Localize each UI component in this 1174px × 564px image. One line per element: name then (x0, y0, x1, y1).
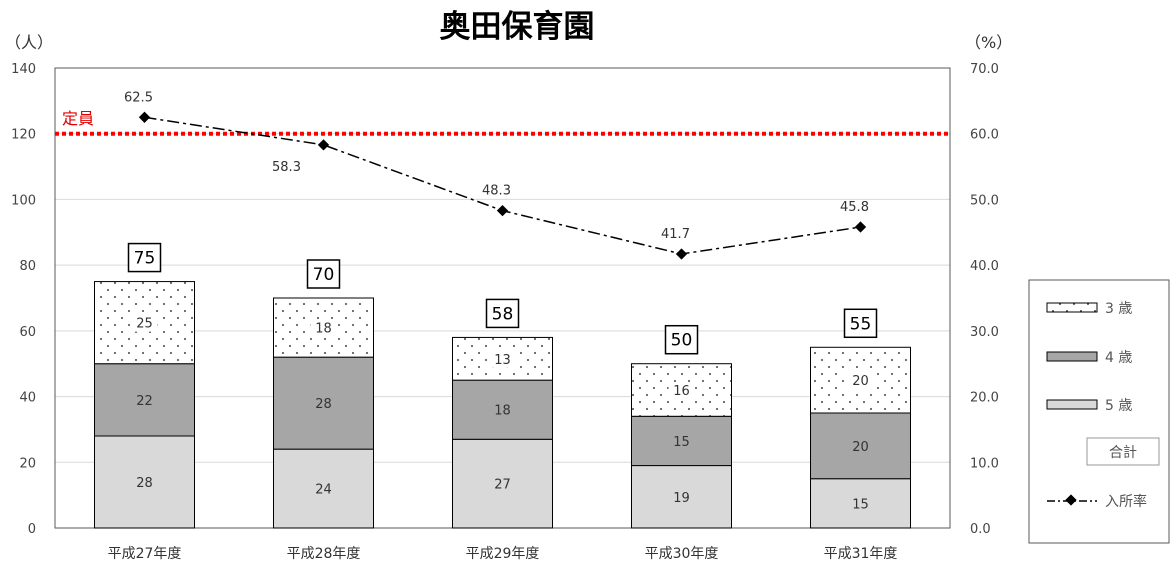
bar-segment (273, 356, 374, 450)
segment-value-label: 16 (673, 384, 690, 399)
segment-value-label: 22 (136, 394, 153, 409)
total-value-label: 50 (671, 331, 693, 351)
total-label-box (485, 298, 520, 329)
segment-value-label: 28 (136, 476, 153, 491)
y2-tick-label: 70.0 (970, 62, 999, 77)
total-value-label: 70 (313, 265, 335, 285)
rate-marker (675, 248, 688, 260)
y2-tick-label: 60.0 (970, 128, 999, 143)
bar-segment (273, 448, 374, 529)
rate-value-label: 41.7 (661, 227, 690, 242)
total-value-label: 75 (134, 249, 156, 269)
legend-label-5: 5 歳 (1105, 398, 1132, 414)
segment-value-label: 20 (852, 374, 869, 389)
legend-rate-marker (1065, 494, 1077, 506)
segment-label-background (131, 314, 158, 332)
legend-swatch-3 (1046, 302, 1098, 313)
category-label: 平成31年度 (824, 546, 898, 562)
legend: 3 歳 4 歳 5 歳 合計 入所率 (1028, 279, 1170, 544)
total-label-box (843, 308, 878, 339)
y-tick-label: 40 (19, 391, 36, 406)
category-label: 平成28年度 (287, 546, 361, 562)
bar-segment (631, 415, 732, 467)
y-tick-label: 140 (11, 62, 36, 77)
rate-marker (496, 204, 509, 217)
total-label-box (306, 259, 341, 289)
legend-label-total: 合計 (1109, 445, 1137, 461)
y-tick-label: 60 (19, 325, 36, 340)
segment-value-label: 13 (494, 353, 511, 368)
rate-value-label: 62.5 (124, 90, 153, 105)
segment-value-label: 24 (315, 483, 332, 498)
y2-tick-label: 0.0 (970, 522, 991, 537)
legend-swatch-5 (1046, 399, 1098, 410)
y-tick-label: 100 (11, 193, 36, 208)
segment-value-label: 25 (136, 317, 153, 332)
chart-title: 奥田保育園 (440, 9, 595, 45)
rate-marker (138, 111, 151, 123)
left-axis-unit: （人） (5, 33, 53, 52)
segment-value-label: 20 (852, 440, 869, 455)
bar-segment (631, 465, 732, 529)
legend-label-3: 3 歳 (1105, 301, 1132, 317)
total-label-box (664, 324, 699, 355)
rate-marker (317, 139, 330, 151)
segment-value-label: 28 (315, 397, 332, 412)
segment-value-label: 27 (494, 478, 511, 493)
y-tick-label: 20 (19, 456, 36, 471)
category-labels: 平成27年度 平成28年度 平成29年度 平成30年度 平成31年度 (108, 546, 898, 562)
total-value-label: 55 (850, 314, 872, 334)
bar-segment (452, 379, 553, 440)
legend-swatch-total (1086, 437, 1160, 466)
segment-label-background (668, 382, 695, 399)
segment-labels: 28 22 25 24 28 18 27 18 13 19 15 16 15 20 20 (131, 314, 874, 512)
rate-line: 62.5 58.3 48.3 41.7 45.8 (124, 90, 869, 260)
left-axis-ticks: 0 20 40 60 80 100 120 140 (11, 62, 36, 537)
legend-box (1028, 279, 1170, 544)
y2-tick-label: 10.0 (970, 456, 999, 471)
y-tick-label: 0 (28, 522, 36, 537)
y-tick-label: 80 (19, 259, 36, 274)
segment-value-label: 15 (673, 435, 690, 450)
segment-value-label: 15 (852, 497, 869, 512)
rate-value-label: 48.3 (482, 184, 511, 199)
bar-segment (810, 478, 911, 529)
rate-marker (854, 221, 867, 233)
y2-tick-label: 30.0 (970, 325, 999, 340)
legend-label-rate: 入所率 (1105, 493, 1147, 510)
segment-label-background (847, 372, 874, 390)
total-labels: 75 70 58 50 55 (127, 242, 878, 355)
y2-tick-label: 20.0 (970, 391, 999, 406)
segment-value-label: 19 (673, 491, 690, 506)
category-label: 平成29年度 (466, 546, 540, 562)
y2-tick-label: 40.0 (970, 259, 999, 274)
total-value-label: 58 (492, 304, 514, 324)
segment-value-label: 18 (494, 404, 511, 419)
y-tick-label: 120 (11, 128, 36, 143)
bar-segment (810, 412, 911, 480)
category-label: 平成27年度 (108, 546, 182, 562)
capacity-label: 定員 (62, 109, 94, 128)
right-axis-ticks: 0.0 10.0 20.0 30.0 40.0 50.0 60.0 70.0 (970, 62, 999, 537)
segment-label-background (310, 319, 337, 337)
y2-tick-label: 50.0 (970, 193, 999, 208)
right-axis-unit: （%） (965, 33, 1012, 52)
bar-segment (452, 438, 553, 529)
legend-swatch-4 (1046, 351, 1098, 362)
segment-label-background (489, 350, 516, 368)
bar-segment (94, 363, 195, 437)
rate-value-label: 58.3 (272, 160, 301, 175)
category-label: 平成30年度 (645, 546, 719, 562)
total-label-box (127, 242, 162, 273)
legend-label-4: 4 歳 (1105, 350, 1132, 366)
rate-value-label: 45.8 (840, 200, 869, 215)
segment-value-label: 18 (315, 322, 332, 337)
